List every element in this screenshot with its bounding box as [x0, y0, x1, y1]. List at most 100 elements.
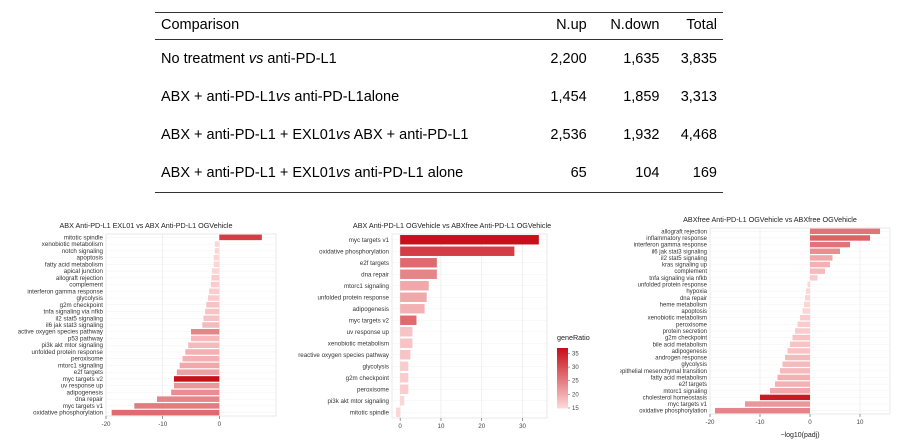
- category-label: mitotic spindle: [64, 234, 104, 241]
- category-label: fatty acid metabolism: [651, 375, 707, 381]
- category-label: g2m checkpoint: [346, 375, 390, 382]
- bar: [185, 349, 220, 355]
- bar: [806, 288, 810, 294]
- header-n-up: N.up: [535, 12, 593, 40]
- category-label: apical junction: [64, 268, 104, 275]
- legend-gradient-step: [557, 380, 568, 383]
- bar: [400, 292, 427, 302]
- bar: [213, 261, 220, 268]
- legend-tick-label: 15: [572, 406, 579, 412]
- bar-chart-exl01-vs-abx: ABX Anti-PD-L1 EXL01 vs ABX Anti-PD-L1 O…: [18, 221, 277, 428]
- bar: [182, 355, 220, 362]
- legend-gradient-step: [557, 384, 568, 387]
- bar: [202, 322, 220, 328]
- bar: [188, 342, 220, 348]
- bar: [770, 388, 810, 394]
- bar: [134, 403, 220, 409]
- legend-gradient-step: [557, 382, 568, 385]
- category-label: il2 stat5 signaling: [661, 256, 707, 262]
- bar: [775, 381, 810, 387]
- category-label: androgen response: [655, 356, 707, 362]
- bar: [211, 275, 220, 281]
- legend-gradient-step: [557, 370, 568, 373]
- category-label: hypoxia: [686, 289, 707, 295]
- category-label: mtorc1 signaling: [58, 362, 104, 369]
- x-tick-label: 10: [857, 419, 864, 426]
- legend-gradient-step: [557, 386, 568, 389]
- category-label: epithelial mesenchymal transition: [620, 369, 707, 375]
- category-label: glycolysis: [77, 295, 103, 302]
- comparison-cell: ABX + anti-PD-L1 + EXL01vs ABX + anti-PD…: [161, 127, 469, 143]
- bar: [191, 335, 220, 342]
- n-down-cell: 1,635: [623, 51, 660, 67]
- category-label: reactive oxygen species pathway: [298, 352, 390, 359]
- category-label: e2f targets: [360, 260, 389, 267]
- category-label: myc targets v1: [63, 403, 104, 410]
- x-tick-label: 30: [519, 423, 526, 430]
- bar: [203, 315, 220, 322]
- table-row: ABX + anti-PD-L1 + EXL01vs anti-PD-L1 al…: [155, 154, 723, 193]
- category-label: e2f targets: [74, 369, 103, 376]
- category-label: peroxisome: [676, 322, 708, 328]
- bar: [400, 269, 437, 279]
- category-label: myc targets v2: [63, 376, 104, 383]
- n-down-cell: 1,859: [623, 89, 660, 105]
- bar: [810, 268, 825, 274]
- bar: [807, 281, 810, 288]
- bar: [400, 338, 413, 348]
- comparison-cell: ABX + anti-PD-L1vs anti-PD-L1alone: [161, 89, 400, 105]
- table-header-row: Comparison N.up N.down Total: [155, 12, 723, 40]
- category-label: heme metabolism: [660, 302, 707, 308]
- x-tick-label: -10: [756, 419, 766, 426]
- bar: [176, 369, 220, 375]
- legend-gradient-step: [557, 390, 568, 393]
- legend-tick-label: 30: [572, 365, 579, 371]
- x-tick-label: -10: [158, 421, 168, 428]
- category-label: xenobiotic metabolism: [328, 340, 389, 347]
- category-label: oxidative phosphorylation: [639, 409, 707, 415]
- bar: [210, 281, 220, 288]
- category-label: myc targets v1: [349, 237, 390, 244]
- legend-gradient-step: [557, 392, 568, 395]
- legend-gradient-step: [557, 354, 568, 357]
- legend-gradient-step: [557, 356, 568, 359]
- bar: [800, 314, 810, 321]
- n-up-cell: 2,536: [550, 127, 587, 143]
- n-up-cell: 2,200: [550, 51, 587, 67]
- total-cell: 4,468: [680, 127, 717, 143]
- bar: [782, 361, 810, 367]
- category-label: oxidative phosphorylation: [33, 410, 103, 417]
- legend-gradient-step: [557, 368, 568, 371]
- chart-title: ABX Anti-PD-L1 EXL01 vs ABX Anti-PD-L1 O…: [60, 221, 233, 230]
- bar: [805, 295, 810, 301]
- bar: [209, 288, 220, 295]
- comparison-table: Comparison N.up N.down Total No treatmen…: [155, 12, 723, 193]
- x-tick-label: 0: [398, 423, 402, 430]
- bar: [795, 328, 810, 334]
- bar: [213, 254, 220, 261]
- category-label: oxidative phosphorylation: [319, 248, 389, 255]
- legend-tick-label: 25: [572, 379, 579, 385]
- n-down-cell: 1,932: [623, 127, 660, 143]
- legend-gradient-step: [557, 352, 568, 355]
- n-down-cell: 104: [592, 154, 666, 193]
- bar: [214, 241, 220, 247]
- category-label: il6 jak stat3 signaling: [652, 249, 707, 255]
- bar: [785, 354, 810, 361]
- category-label: g2m checkpoint: [665, 336, 707, 342]
- category-label: dna repair: [361, 271, 389, 278]
- bar: [157, 396, 220, 402]
- bar: [810, 241, 850, 248]
- n-up-cell: 1,454: [550, 89, 587, 105]
- category-label: g2m checkpoint: [60, 302, 104, 309]
- x-tick-label: 0: [218, 421, 222, 428]
- legend-gradient-step: [557, 376, 568, 379]
- x-tick-label: -20: [706, 419, 716, 426]
- legend-gradient-step: [557, 402, 568, 405]
- category-label: uv response up: [61, 383, 104, 390]
- legend-gradient-step: [557, 358, 568, 361]
- legend-gradient-step: [557, 366, 568, 369]
- bar: [715, 407, 810, 414]
- category-label: p53 pathway: [68, 335, 104, 342]
- category-label: interferon gamma response: [27, 288, 103, 295]
